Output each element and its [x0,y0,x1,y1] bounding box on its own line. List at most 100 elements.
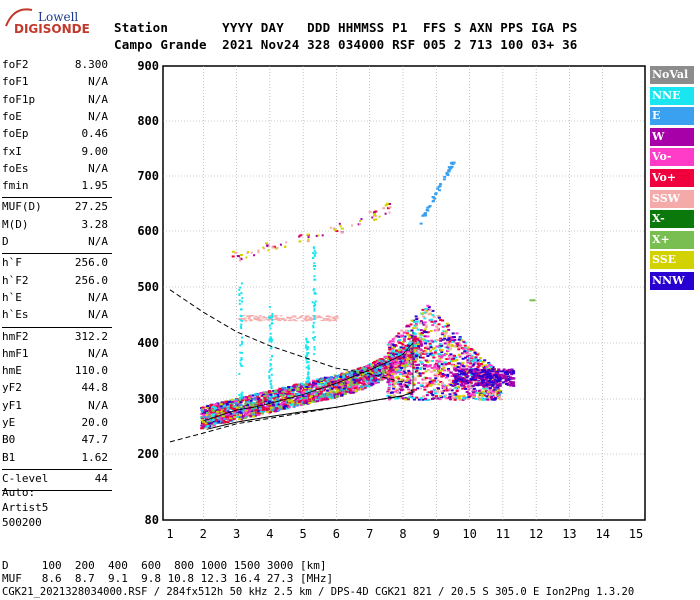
echo-point [437,373,441,376]
echo-point [401,397,405,400]
param-row: B0 47.7 [2,433,108,450]
echo-point [312,251,315,254]
echo-point [269,337,272,340]
param-row: foF1p N/A [2,93,108,110]
echo-point [241,315,245,317]
echo-point [447,335,451,338]
echo-point [509,376,513,379]
echo-point [481,379,485,382]
echo-point [302,390,306,393]
echo-point [432,320,436,323]
echo-point [398,341,402,344]
echo-point [412,366,416,369]
echo-point [491,381,495,384]
echo-point [287,386,291,389]
echo-point [357,381,361,384]
echo-point [290,395,294,398]
echo-point [275,408,279,411]
echo-point [464,374,468,377]
echo-point [477,379,481,382]
echo-point [231,250,235,253]
echo-point [416,343,420,346]
echo-point [482,374,486,377]
echo-point [262,407,266,410]
echo-point [442,366,446,369]
echo-point [402,347,406,350]
muf-row: MUF 8.6 8.7 9.1 9.8 10.8 12.3 16.4 27.3 … [2,572,334,585]
echo-point [437,316,441,319]
echo-point [226,421,230,424]
echo-point [474,382,478,385]
echo-point [410,341,414,344]
param-label: B1 [2,450,16,464]
echo-point [333,393,337,396]
echo-point [457,338,461,341]
echo-point [424,349,428,352]
echo-point [327,382,331,385]
echo-point [446,375,450,378]
echo-point [434,320,438,323]
echo-point [296,404,300,407]
echo-point [260,394,264,397]
echo-point [303,387,307,390]
echo-point [408,335,412,338]
echo-point [484,390,488,393]
echo-point [336,384,340,387]
echo-point [387,344,391,347]
echo-point [436,367,440,370]
echo-point [371,371,375,374]
echo-point [238,302,241,305]
echo-point [396,375,400,378]
echo-point [424,326,428,329]
echo-point [447,389,451,392]
echo-point [427,305,431,308]
echo-point [402,337,406,340]
echo-point [260,392,264,395]
echo-point [388,206,392,209]
echo-point [472,394,476,397]
echo-point [333,319,337,321]
echo-point [453,398,457,401]
echo-point [342,387,346,390]
echo-point [467,384,471,387]
echo-point [281,398,285,401]
echo-point [314,251,317,254]
echo-point [384,366,388,369]
echo-point [356,367,360,370]
echo-point [451,161,455,164]
param-value: N/A [88,109,108,123]
echo-point [430,367,434,370]
echo-point [425,365,429,368]
echo-point [318,391,322,394]
echo-point [439,396,443,399]
echo-point [441,392,445,395]
echo-point [319,380,323,383]
echo-point [340,394,344,397]
echo-point [286,317,290,319]
echo-point [274,401,278,404]
echo-point [254,402,258,405]
echo-point [203,409,207,412]
echo-point [240,397,244,400]
echo-point [373,372,377,375]
echo-point [411,355,415,358]
echo-point [472,395,476,398]
echo-point [326,381,330,384]
echo-point [477,371,481,374]
echo-point [260,406,264,409]
echo-point [428,364,432,367]
echo-point [359,366,363,369]
echo-point [423,317,427,320]
echo-point [350,385,354,388]
echo-point [457,353,461,356]
echo-point [428,205,432,208]
echo-point [341,378,345,381]
echo-point [282,401,286,404]
echo-point [467,386,471,389]
echo-point [425,309,429,312]
echo-point [437,353,441,356]
echo-point [312,264,315,267]
echo-point [388,381,392,384]
echo-point [200,426,204,429]
echo-point [471,364,475,367]
